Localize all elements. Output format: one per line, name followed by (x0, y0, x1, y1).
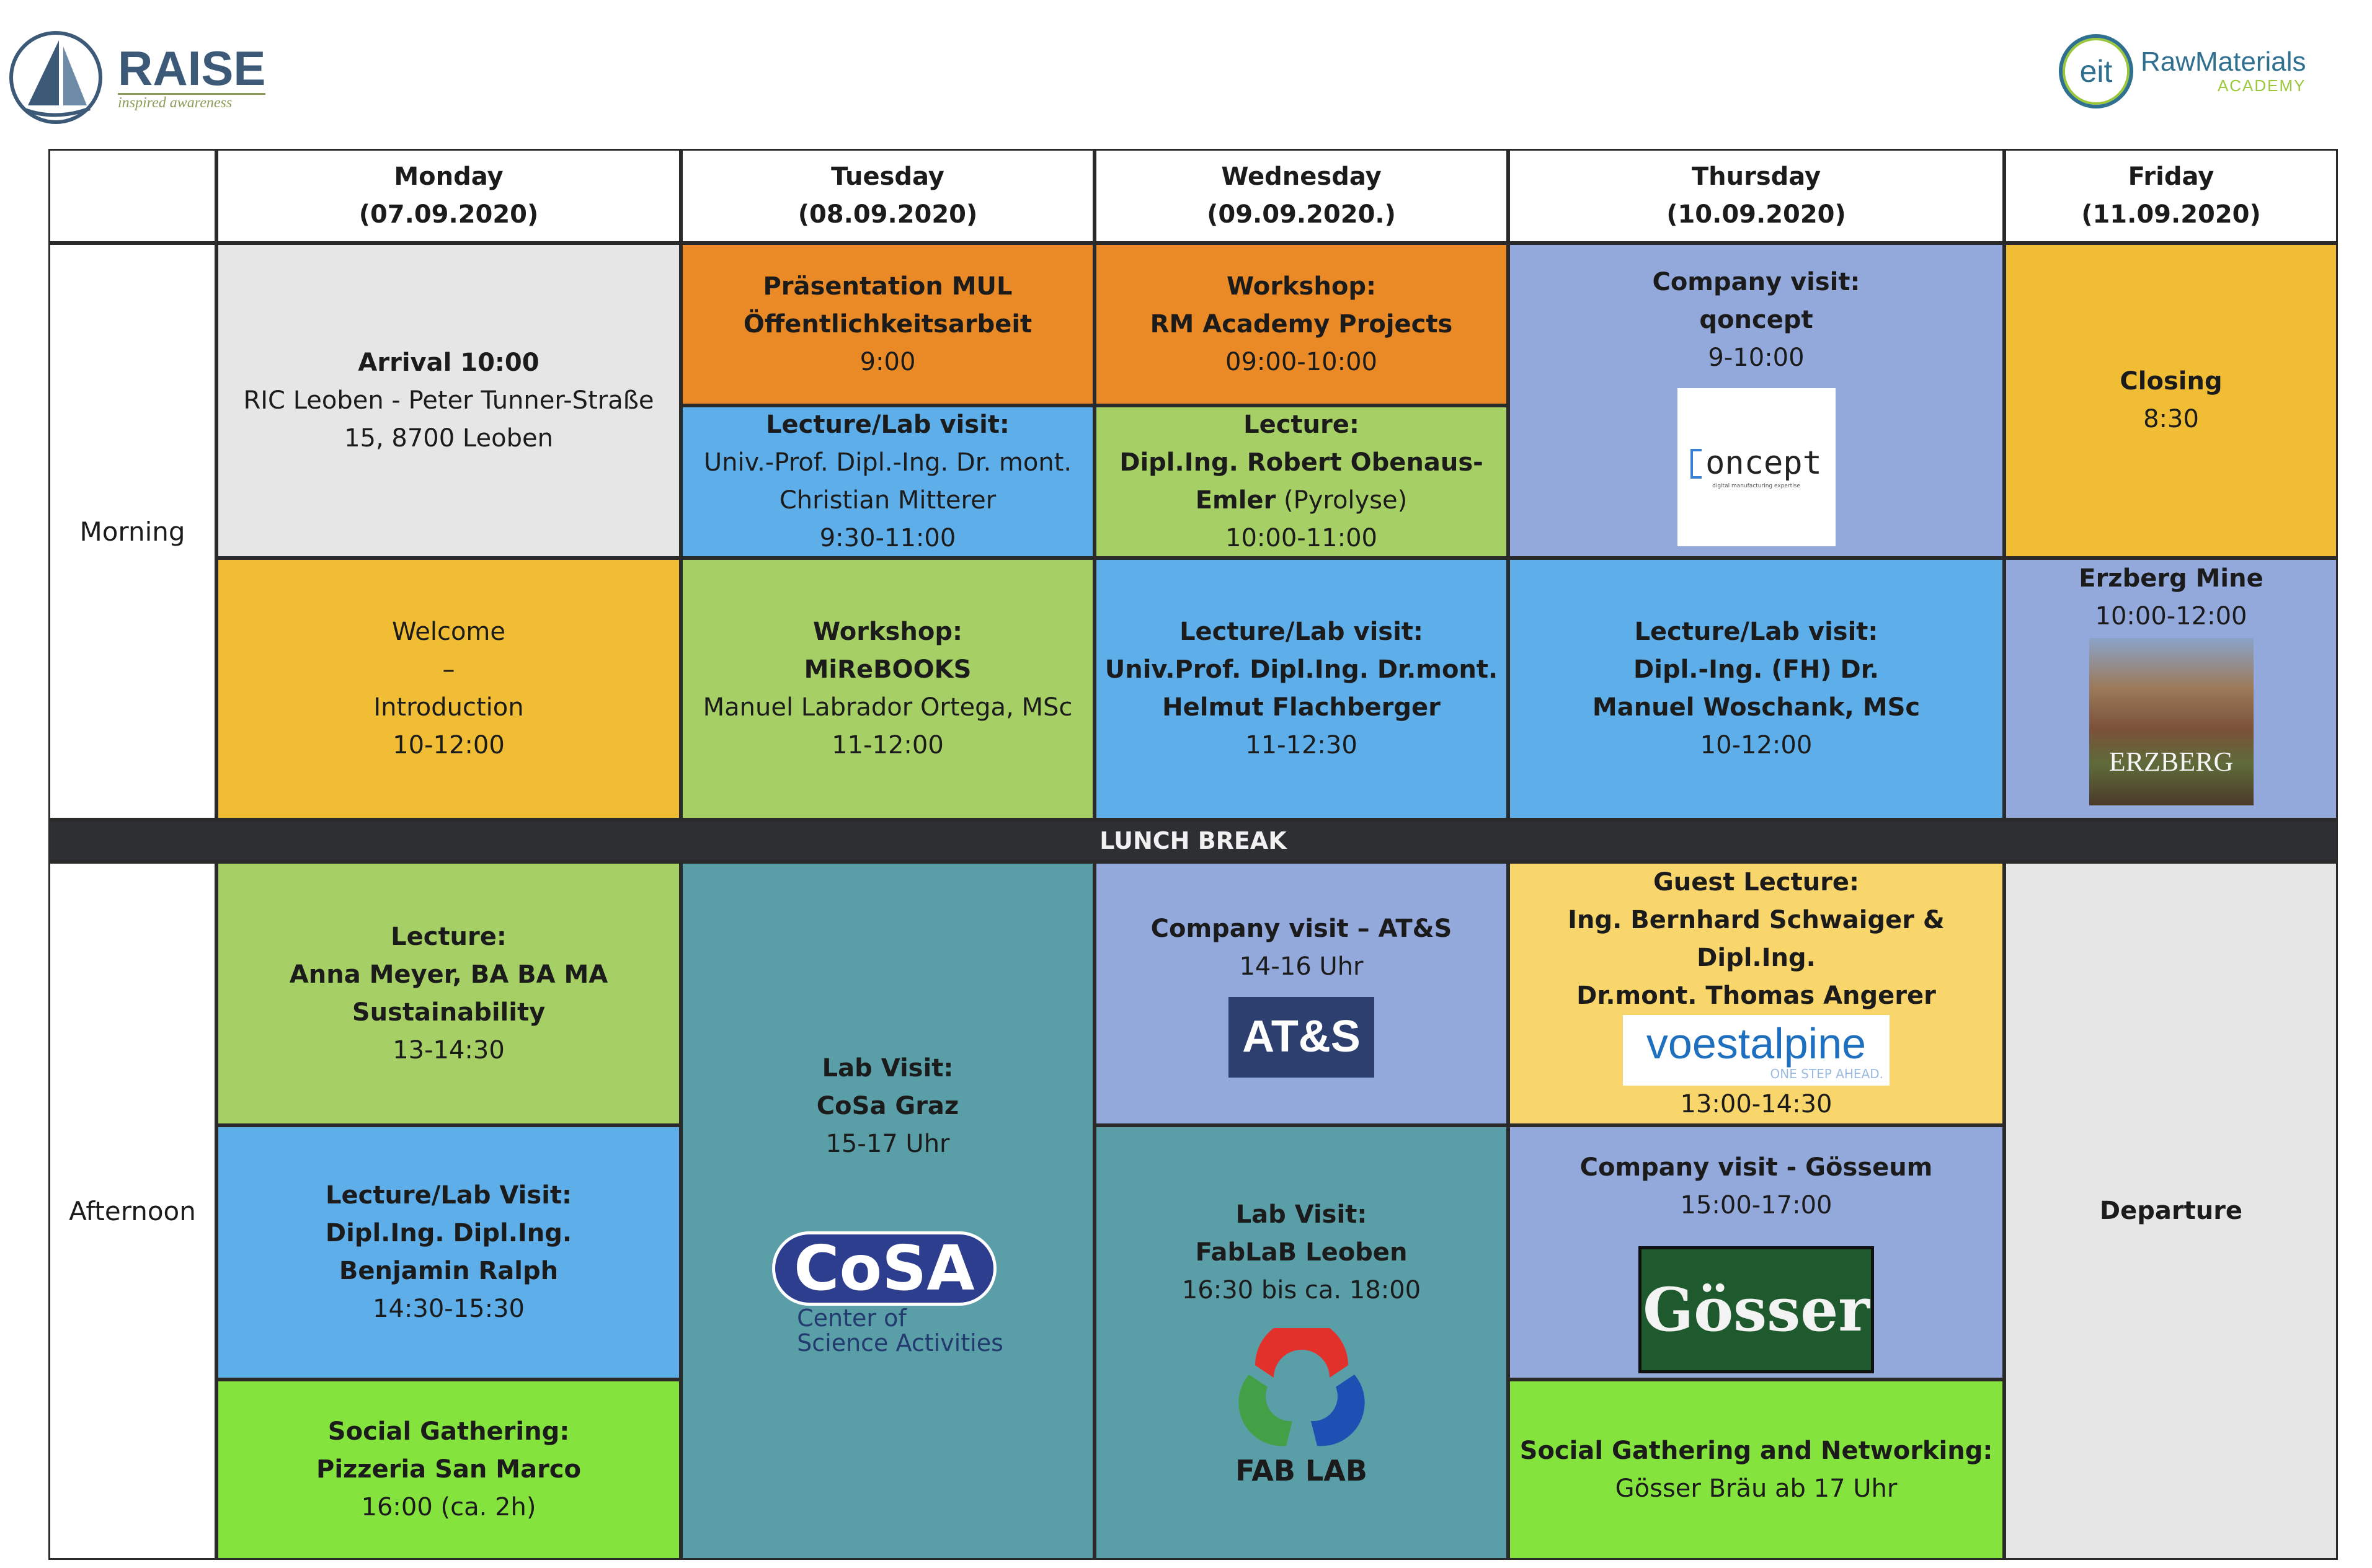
event-mon-lecture-pm: Lecture: Anna Meyer, BA BA MA Sustainabi… (216, 862, 681, 1125)
event-fri-departure: Departure (2004, 862, 2338, 1560)
event-wed-fablab: Lab Visit: FabLaB Leoben 16:30 bis ca. 1… (1095, 1125, 1508, 1560)
event-fri-closing: Closing 8:30 (2004, 243, 2338, 558)
row-label-morning: Morning (48, 243, 216, 820)
raise-logo: RAISE inspired awareness (6, 25, 267, 130)
event-thu-company: Company visit: qoncept 9-10:00 oncept di… (1508, 243, 2004, 558)
raise-sail-icon (9, 31, 102, 124)
day-header-friday: Friday (11.09.2020) (2004, 149, 2338, 243)
qoncept-logo: oncept digital manufacturing expertise (1677, 388, 1836, 546)
erzberg-photo: ERZBERG (2089, 638, 2254, 805)
event-mon-arrival: Arrival 10:00 RIC Leoben - Peter Tunner-… (216, 243, 681, 558)
day-header-wednesday: Wednesday (09.09.2020.) (1095, 149, 1508, 243)
fablab-logo-icon (1238, 1327, 1365, 1446)
event-thu-guest: Guest Lecture: Ing. Bernhard Schwaiger &… (1508, 862, 2004, 1125)
event-wed-lecture: Lecture: Dipl.Ing. Robert Obenaus- Emler… (1095, 405, 1508, 558)
event-thu-social: Social Gathering and Networking: Gösser … (1508, 1380, 2004, 1560)
header-corner (48, 149, 216, 243)
event-mon-social: Social Gathering: Pizzeria San Marco 16:… (216, 1380, 681, 1560)
eit-rawmaterials-logo: eit RawMaterials ACADEMY (2059, 25, 2369, 118)
row-label-afternoon: Afternoon (48, 862, 216, 1560)
cosa-logo: CoSA Center of Science Activities (772, 1231, 1003, 1355)
lunch-break-bar: LUNCH BREAK (48, 820, 2338, 862)
qoncept-bracket-icon (1690, 448, 1702, 479)
event-tue-praesentation: Präsentation MUL Öffentlichkeitsarbeit 9… (681, 243, 1095, 405)
event-fri-erzberg: Erzberg Mine 10:00-12:00 ERZBERG (2004, 558, 2338, 820)
event-wed-workshop: Workshop: RM Academy Projects 09:00-10:0… (1095, 243, 1508, 405)
day-header-tuesday: Tuesday (08.09.2020) (681, 149, 1095, 243)
goesser-logo: Gösser (1638, 1246, 1874, 1373)
event-wed-lab: Lecture/Lab visit: Univ.Prof. Dipl.Ing. … (1095, 558, 1508, 820)
voestalpine-logo: voestalpine ONE STEP AHEAD. (1623, 1015, 1890, 1086)
day-header-monday: Monday (07.09.2020) (216, 149, 681, 243)
ats-logo: AT&S (1228, 996, 1374, 1078)
event-mon-welcome: Welcome – Introduction 10-12:00 (216, 558, 681, 820)
event-thu-lab: Lecture/Lab visit: Dipl.-Ing. (FH) Dr. M… (1508, 558, 2004, 820)
eit-name: RawMaterials (2141, 46, 2306, 77)
event-mon-lab-pm: Lecture/Lab Visit: Dipl.Ing. Dipl.Ing. B… (216, 1125, 681, 1380)
day-header-thursday: Thursday (10.09.2020) (1508, 149, 2004, 243)
event-tue-workshop: Workshop: MiReBOOKS Manuel Labrador Orte… (681, 558, 1095, 820)
eit-sub: ACADEMY (2217, 76, 2306, 95)
event-tue-lecture: Lecture/Lab visit: Univ.-Prof. Dipl.-Ing… (681, 405, 1095, 558)
event-thu-goesseum: Company visit - Gösseum 15:00-17:00 Göss… (1508, 1125, 2004, 1380)
event-wed-ats: Company visit – AT&S 14-16 Uhr AT&S (1095, 862, 1508, 1125)
raise-tagline: inspired awareness (118, 93, 266, 112)
raise-title: RAISE (118, 41, 266, 95)
event-tue-cosa: Lab Visit: CoSa Graz 15-17 Uhr CoSA Cent… (681, 862, 1095, 1560)
eit-badge: eit (2059, 34, 2133, 109)
